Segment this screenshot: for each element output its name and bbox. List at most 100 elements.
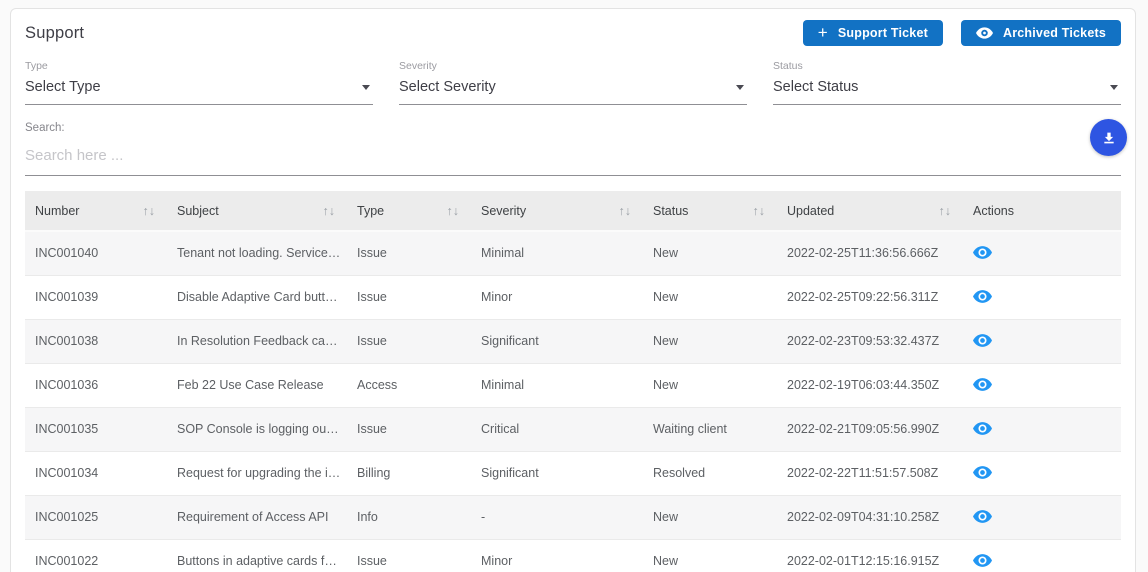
cell-number: INC001035 (35, 422, 99, 436)
cell-status: New (653, 510, 679, 524)
archived-tickets-button-label: Archived Tickets (1002, 26, 1106, 40)
cell-subject: Requirement of Access API (177, 510, 329, 524)
cell-actions (965, 275, 1121, 319)
view-ticket-button[interactable] (973, 332, 992, 347)
view-ticket-button[interactable] (973, 420, 992, 435)
search-input[interactable] (25, 143, 1121, 176)
sort-icon[interactable]: ↑↓ (142, 203, 156, 218)
sort-icon[interactable]: ↑↓ (446, 203, 460, 218)
cell-severity: Minimal (481, 378, 525, 392)
column-header-status: Status ↑↓ (645, 191, 779, 231)
column-header-severity: Severity ↑↓ (473, 191, 645, 231)
cell-type: Issue (357, 246, 387, 261)
filter-label: Severity (399, 60, 437, 72)
cell-status: New (653, 290, 679, 304)
cell-status: New (653, 246, 679, 261)
column-header-number: Number ↑↓ (25, 191, 169, 231)
column-header-label: Updated (787, 203, 835, 218)
cell-subject: Buttons in adaptive cards fo... (177, 554, 342, 568)
eye-icon (973, 290, 992, 303)
column-header-actions: Actions (965, 191, 1121, 231)
sort-icon[interactable]: ↑↓ (938, 203, 952, 218)
cell-subject: Disable Adaptive Card butto... (177, 290, 343, 304)
download-button[interactable] (1090, 119, 1127, 156)
table-row: INC001040 Tenant not loading. Service ..… (25, 231, 1121, 275)
sort-icon[interactable]: ↑↓ (752, 203, 766, 218)
cell-updated: 2022-02-21T09:05:56.990Z (787, 422, 940, 436)
cell-severity: Critical (481, 422, 520, 436)
cell-updated: 2022-02-09T04:31:10.258Z (787, 510, 940, 524)
cell-actions (965, 451, 1121, 495)
table-row: INC001038 In Resolution Feedback capt...… (25, 319, 1121, 363)
sort-icon[interactable]: ↑↓ (618, 203, 632, 218)
filter-select-control[interactable]: Select Severity (399, 79, 747, 105)
cell-severity: Significant (481, 466, 539, 480)
column-header-label: Status (653, 203, 689, 218)
sort-icon[interactable]: ↑↓ (322, 203, 336, 218)
chevron-down-icon (362, 84, 370, 90)
cell-subject: Request for upgrading the in... (177, 466, 346, 480)
table-header-row: Number ↑↓ Subject ↑↓ Type ↑↓ Severity ↑↓… (25, 191, 1121, 231)
column-header-label: Actions (973, 203, 1014, 218)
panel-header: Support + Support Ticket Archived Ticket… (25, 20, 1121, 54)
cell-status: New (653, 378, 679, 392)
view-ticket-button[interactable] (973, 244, 992, 260)
view-ticket-button[interactable] (973, 508, 992, 523)
eye-icon (973, 422, 992, 435)
column-header-label: Number (35, 203, 80, 218)
filter-select-severity: Severity Select Severity (399, 60, 747, 105)
cell-number: INC001040 (35, 246, 99, 261)
column-header-label: Type (357, 203, 385, 218)
cell-status: New (653, 554, 679, 568)
view-ticket-button[interactable] (973, 376, 992, 391)
eye-icon (973, 554, 992, 567)
column-header-type: Type ↑↓ (349, 191, 473, 231)
plus-icon: + (817, 22, 828, 42)
cell-type: Access (357, 378, 398, 392)
filter-label: Status (773, 60, 803, 72)
filter-selected-value: Select Type (25, 79, 101, 95)
cell-status: Resolved (653, 466, 706, 480)
cell-updated: 2022-02-23T09:53:32.437Z (787, 334, 940, 348)
table-row: INC001035 SOP Console is logging out f..… (25, 407, 1121, 451)
cell-type: Issue (357, 334, 387, 348)
page-title: Support (25, 24, 85, 42)
cell-updated: 2022-02-22T11:51:57.508Z (787, 466, 939, 480)
filter-select-control[interactable]: Select Status (773, 79, 1121, 105)
cell-subject: Tenant not loading. Service ... (177, 246, 342, 261)
cell-status: Waiting client (653, 422, 727, 436)
view-ticket-button[interactable] (973, 552, 992, 567)
filter-select-control[interactable]: Select Type (25, 79, 373, 105)
support-ticket-button[interactable]: + Support Ticket (802, 20, 943, 46)
cell-actions (965, 319, 1121, 363)
cell-number: INC001036 (35, 378, 99, 392)
filter-label: Type (25, 60, 48, 72)
view-ticket-button[interactable] (973, 288, 992, 303)
eye-icon (973, 246, 992, 260)
filter-select-status: Status Select Status (773, 60, 1121, 105)
cell-updated: 2022-02-19T06:03:44.350Z (787, 378, 940, 392)
table-body: INC001040 Tenant not loading. Service ..… (25, 231, 1121, 572)
cell-severity: Minor (481, 554, 513, 568)
cell-updated: 2022-02-01T12:15:16.915Z (787, 554, 940, 568)
cell-actions (965, 231, 1121, 275)
cell-type: Issue (357, 290, 387, 304)
support-ticket-button-label: Support Ticket (837, 26, 928, 40)
chevron-down-icon (1110, 84, 1118, 90)
cell-number: INC001022 (35, 554, 99, 568)
column-header-label: Subject (177, 203, 219, 218)
view-ticket-button[interactable] (973, 464, 992, 479)
eye-icon (973, 378, 992, 391)
cell-severity: - (481, 510, 486, 524)
cell-type: Info (357, 510, 378, 524)
cell-actions (965, 363, 1121, 407)
eye-icon (973, 510, 992, 523)
cell-subject: In Resolution Feedback capt... (177, 334, 346, 348)
archived-tickets-button[interactable]: Archived Tickets (960, 20, 1121, 46)
cell-status: New (653, 334, 679, 348)
filters-row: Type Select Type Severity Select Severit… (25, 60, 1121, 105)
column-header-subject: Subject ↑↓ (169, 191, 349, 231)
column-header-label: Severity (481, 203, 527, 218)
support-panel: Support + Support Ticket Archived Ticket… (10, 8, 1136, 572)
cell-severity: Significant (481, 334, 539, 348)
